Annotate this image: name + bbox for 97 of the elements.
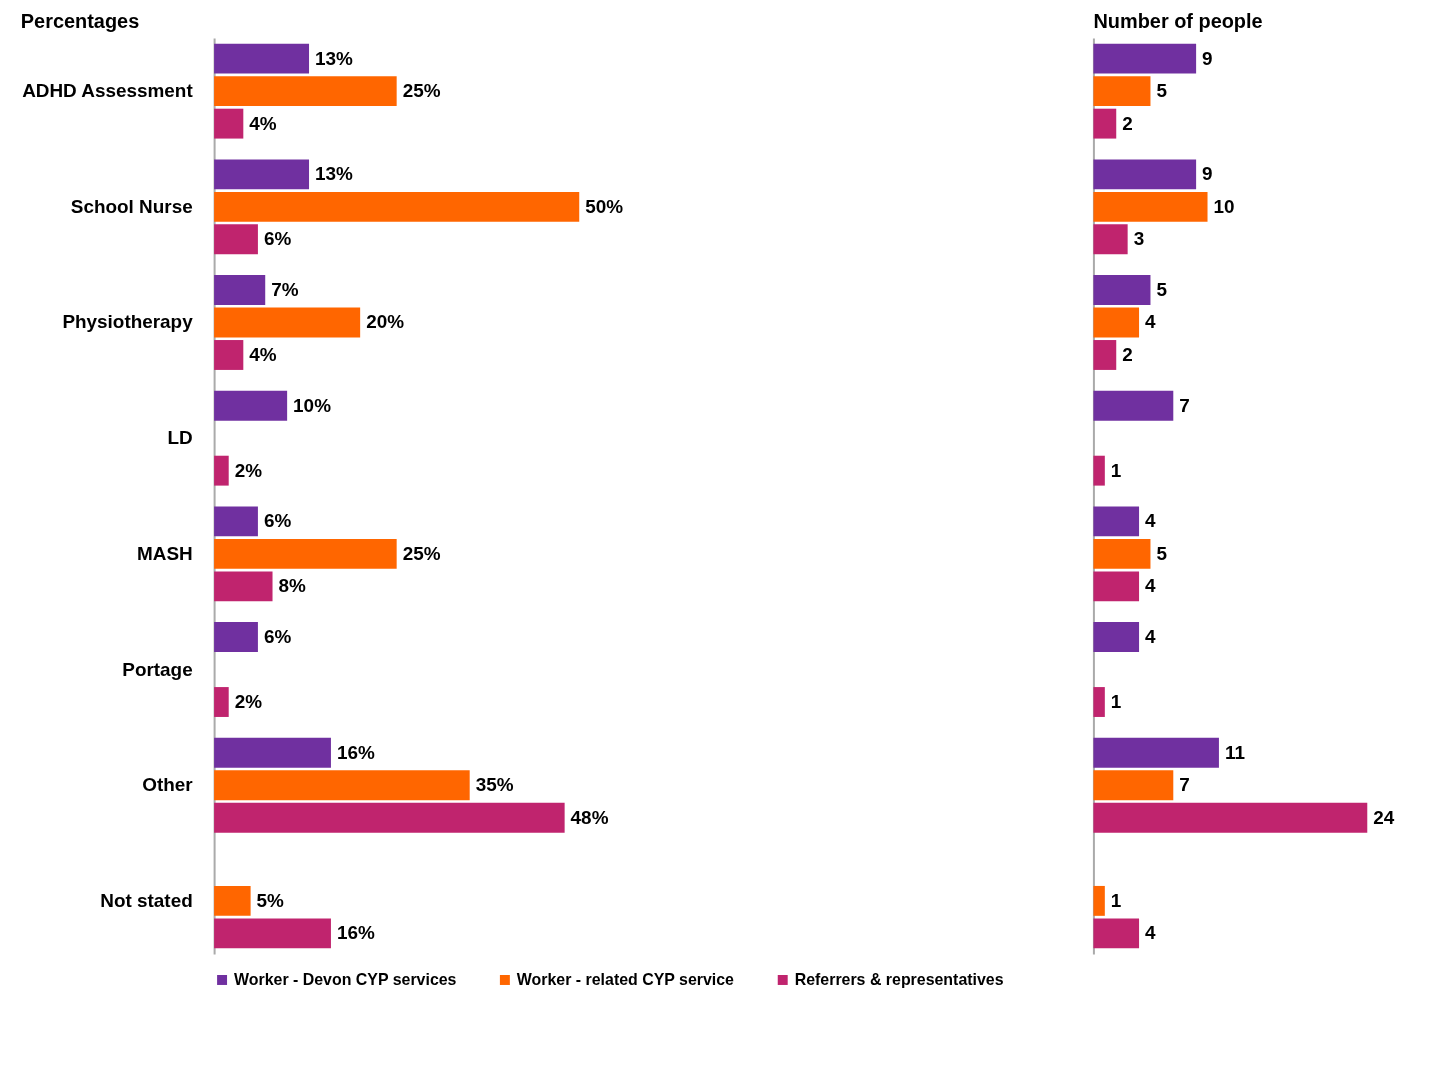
data-label: 20% (366, 311, 405, 333)
bar (214, 390, 288, 421)
bar (1093, 571, 1140, 602)
bar (214, 307, 361, 338)
legend-label: Referrers & representatives (794, 970, 1004, 988)
data-label: 6% (263, 626, 292, 648)
data-label: 13% (315, 47, 354, 69)
data-label: 6% (263, 228, 292, 250)
data-label: 13% (315, 163, 354, 185)
data-label: 35% (475, 774, 514, 796)
bar (214, 571, 273, 602)
data-label: 4 (1145, 626, 1157, 648)
data-label: 25% (402, 80, 441, 102)
data-label: 1 (1110, 459, 1122, 481)
data-label: 4% (249, 112, 277, 134)
bar (1093, 687, 1105, 717)
data-label: 5% (256, 889, 285, 911)
data-label: 7 (1179, 394, 1190, 416)
bar (1093, 340, 1117, 370)
data-label: 4 (1145, 922, 1157, 944)
bar (1093, 191, 1208, 222)
data-label: 4 (1145, 575, 1157, 597)
legend-label: Worker - Devon CYP services (234, 970, 457, 988)
bar (214, 108, 244, 139)
y-tick-label: Not stated (100, 889, 193, 911)
bar (1093, 108, 1117, 139)
bar (214, 622, 258, 652)
bar (1093, 737, 1219, 768)
bar (214, 43, 310, 74)
bar (1093, 506, 1140, 537)
bar (1093, 802, 1368, 833)
y-tick-label: ADHD Assessment (22, 80, 194, 102)
y-tick-label: Other (142, 774, 194, 796)
bar (1093, 390, 1174, 421)
bar (214, 687, 229, 717)
bar (1093, 43, 1197, 74)
data-label: 6% (263, 510, 292, 532)
bar (214, 918, 331, 949)
data-label: 25% (402, 542, 441, 564)
data-label: 9 (1202, 163, 1213, 185)
data-label: 1 (1110, 889, 1122, 911)
y-tick-label: LD (167, 427, 193, 449)
bar (1093, 885, 1105, 916)
y-tick-label: MASH (137, 542, 193, 564)
data-label: 5 (1156, 278, 1167, 300)
data-label: 2% (234, 690, 263, 712)
y-tick-label: School Nurse (70, 195, 193, 217)
chart-title: Number of people (1093, 9, 1263, 32)
data-label: 16% (336, 741, 375, 763)
chart-title: Percentages (20, 9, 140, 32)
bar (1093, 76, 1151, 107)
data-label: 5 (1156, 542, 1167, 564)
bar (214, 191, 580, 222)
bar (214, 770, 470, 801)
legend-label: Worker - related CYP service (516, 970, 735, 988)
bar (214, 340, 244, 370)
data-label: 2% (234, 459, 263, 481)
bar (1093, 455, 1105, 486)
data-label: 24 (1373, 806, 1395, 828)
bar (214, 275, 266, 305)
data-label: 10 (1213, 195, 1235, 217)
bar (214, 159, 310, 190)
data-label: 8% (278, 575, 307, 597)
bar (1093, 538, 1151, 569)
bar (214, 737, 331, 768)
data-label: 3 (1133, 228, 1145, 250)
bar (1093, 159, 1197, 190)
data-label: 48% (570, 806, 609, 828)
data-label: 4 (1145, 510, 1157, 532)
data-label: 7 (1179, 774, 1190, 796)
data-label: 4% (249, 343, 277, 365)
data-label: 50% (585, 195, 624, 217)
bar (214, 76, 397, 107)
data-label: 10% (293, 394, 332, 416)
y-tick-label: Portage (122, 658, 193, 680)
bar (214, 885, 251, 916)
y-tick-label: Physiotherapy (62, 311, 194, 333)
data-label: 7% (271, 278, 299, 300)
data-label: 11 (1224, 741, 1245, 763)
bar (1093, 918, 1140, 949)
bar (1093, 224, 1128, 255)
bar (214, 538, 397, 569)
data-label: 5 (1156, 80, 1167, 102)
data-label: 4 (1145, 311, 1157, 333)
data-label: 2 (1122, 112, 1133, 134)
bar (1093, 307, 1140, 338)
data-label: 16% (336, 922, 375, 944)
bar (1093, 622, 1140, 652)
bar (1093, 275, 1151, 305)
bar (214, 455, 229, 486)
bar (214, 506, 258, 537)
bar (214, 224, 258, 255)
data-label: 9 (1202, 47, 1213, 69)
data-label: 2 (1122, 343, 1133, 365)
bar (1093, 770, 1174, 801)
data-label: 1 (1110, 690, 1122, 712)
bar (214, 802, 565, 833)
